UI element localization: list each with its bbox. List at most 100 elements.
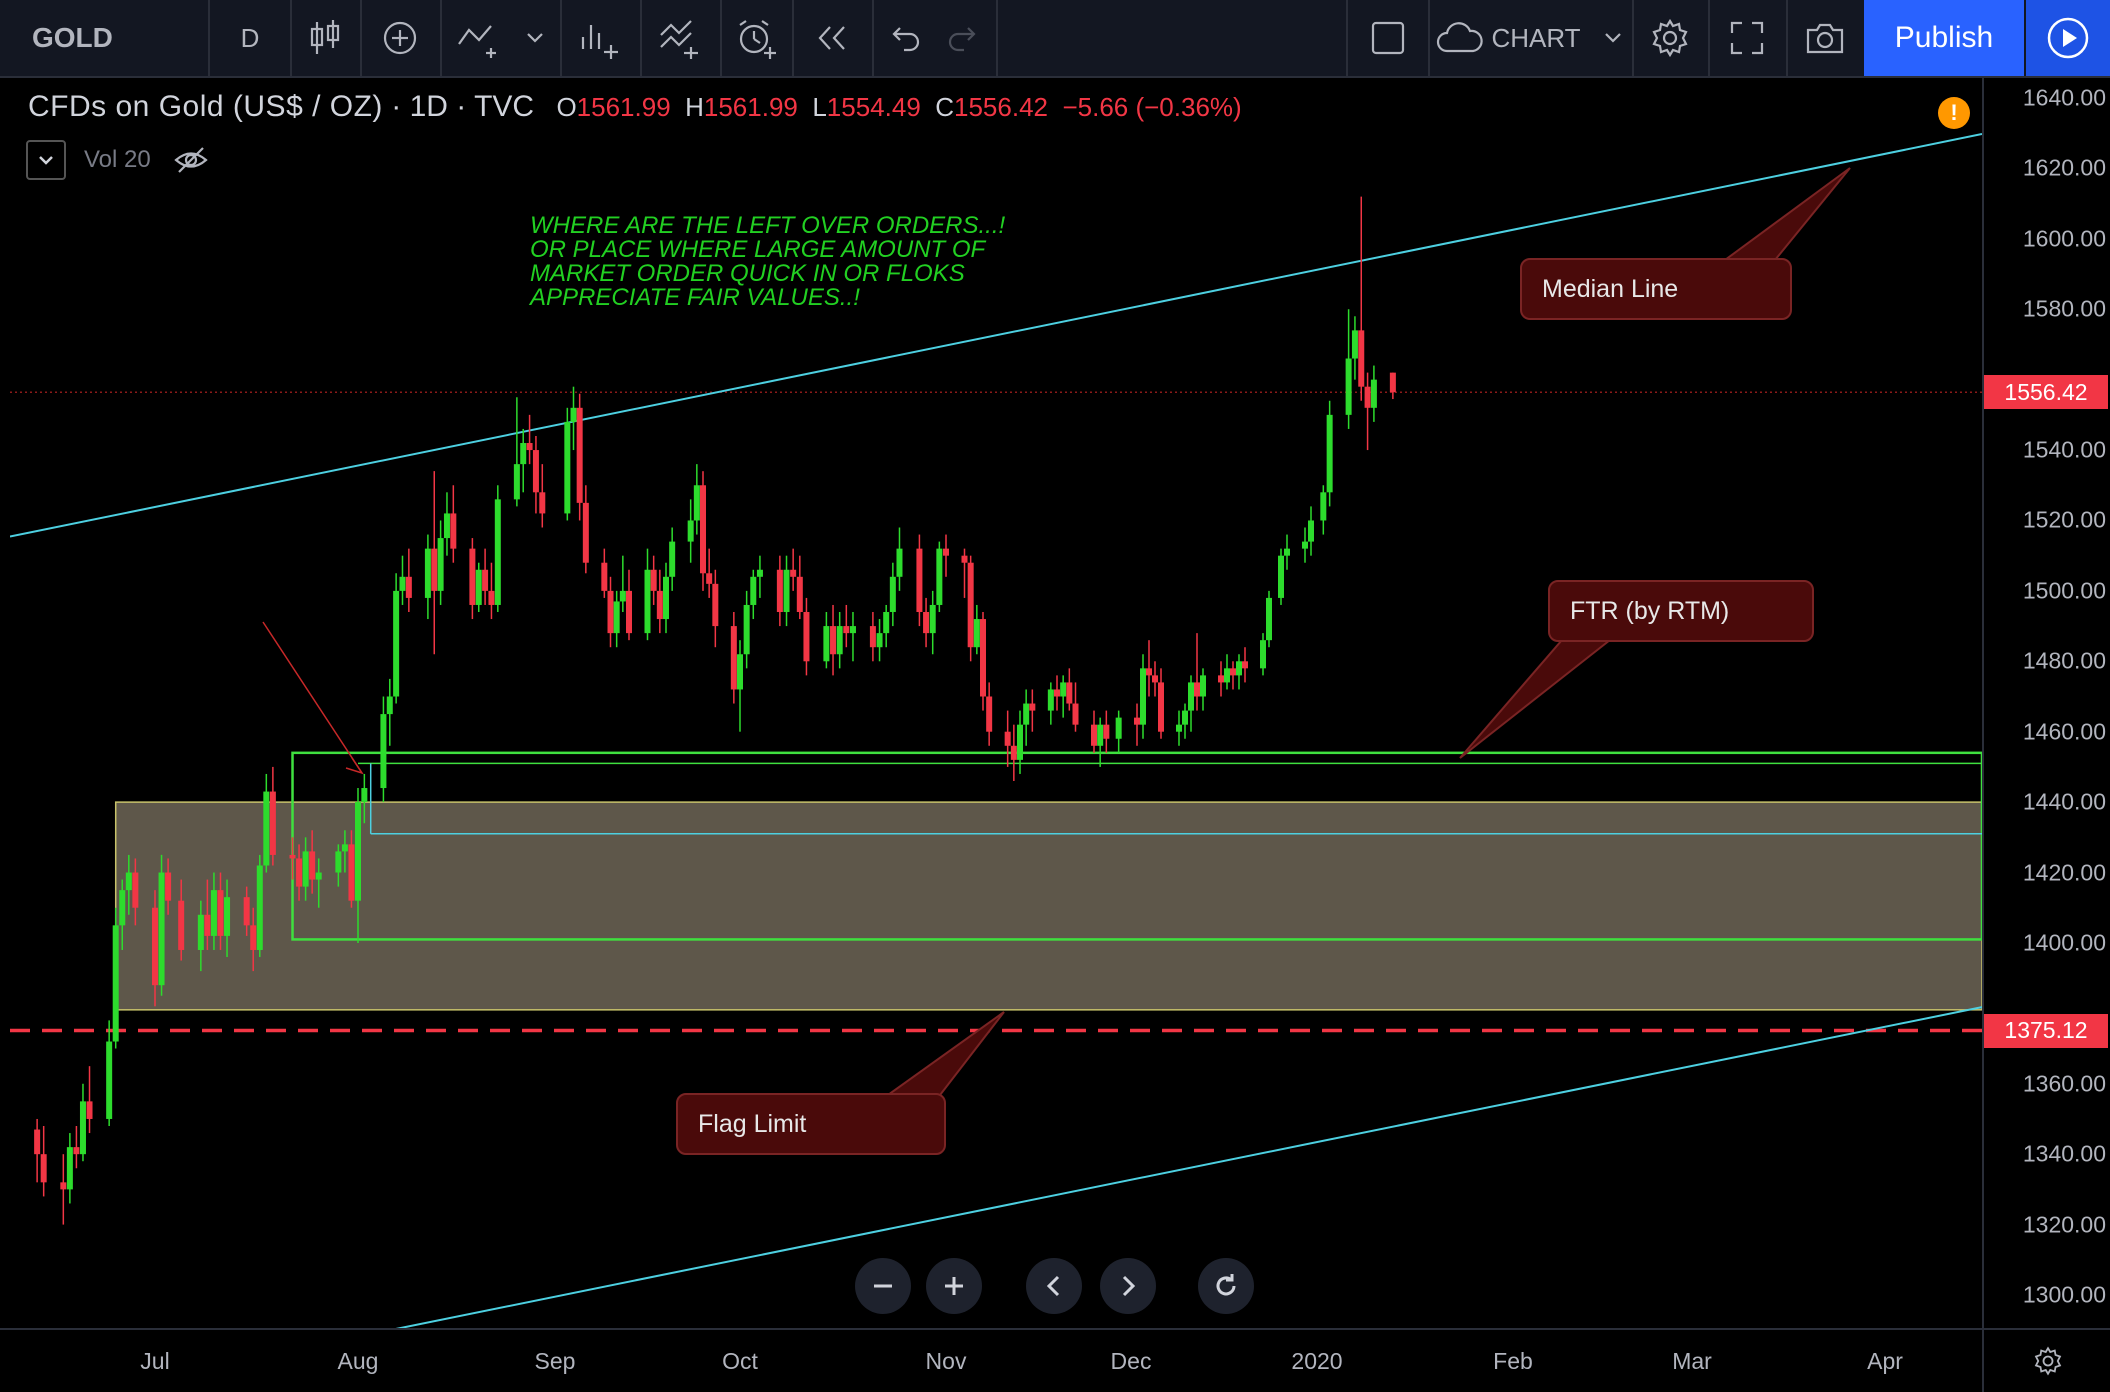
candle-body bbox=[576, 407, 583, 503]
snapshot-button[interactable] bbox=[1786, 0, 1866, 76]
zoom-in-button[interactable] bbox=[926, 1258, 982, 1314]
price-axis[interactable]: 1640.00 1620.00 1600.00 1580.00 1540.00 1520.… bbox=[1982, 78, 2110, 1328]
bar-chart-plus-icon bbox=[581, 25, 618, 59]
candle-body bbox=[570, 407, 577, 422]
candle-body bbox=[443, 513, 450, 539]
plus-icon bbox=[945, 1277, 963, 1295]
price-tick-label: 1520.00 bbox=[2022, 506, 2106, 533]
collapse-legend-button[interactable] bbox=[26, 140, 66, 180]
interval-label: D bbox=[240, 22, 260, 53]
symbol-title[interactable]: CFDs on Gold (US$ / OZ) bbox=[28, 90, 383, 123]
time-tick-label: 2020 bbox=[1291, 1348, 1343, 1374]
eye-hidden-icon[interactable] bbox=[173, 145, 209, 175]
callout-ftr[interactable]: FTR (by RTM) bbox=[1548, 580, 1814, 642]
candle-body bbox=[973, 619, 980, 648]
price-tick-label: 1620.00 bbox=[2022, 154, 2106, 181]
indicators-button[interactable] bbox=[440, 0, 562, 76]
time-tick-label: Aug bbox=[337, 1348, 379, 1374]
gear-icon bbox=[2034, 1346, 2062, 1376]
candle-body bbox=[986, 696, 993, 732]
price-chart[interactable] bbox=[10, 78, 1982, 1328]
candle-body bbox=[613, 601, 620, 634]
undo-icon[interactable] bbox=[890, 24, 922, 52]
time-axis[interactable]: Jul Aug Sep Oct Nov Dec 2020 Feb Mar Apr bbox=[0, 1328, 1982, 1392]
scroll-right-button[interactable] bbox=[1100, 1258, 1156, 1314]
candle-body bbox=[582, 502, 589, 563]
financials-button[interactable] bbox=[560, 0, 642, 76]
arrow-line bbox=[262, 621, 363, 774]
candle-body bbox=[341, 844, 348, 852]
reset-chart-button[interactable] bbox=[1198, 1258, 1254, 1314]
callout-text: Flag Limit bbox=[698, 1109, 807, 1138]
undo-redo-group bbox=[872, 0, 998, 76]
time-tick-label: Nov bbox=[925, 1348, 967, 1374]
candle-body bbox=[1370, 379, 1377, 408]
candle-body bbox=[1097, 724, 1104, 746]
time-tick-label: Jul bbox=[140, 1348, 170, 1374]
interval-button[interactable]: D bbox=[210, 0, 292, 76]
candle-body bbox=[1266, 597, 1272, 641]
candle-body bbox=[1115, 717, 1122, 739]
price-tick-label: 1300.00 bbox=[2022, 1281, 2106, 1308]
candle-body bbox=[1182, 710, 1188, 725]
publish-label: Publish bbox=[1894, 21, 1994, 54]
close-value: 1556.42 bbox=[954, 92, 1048, 122]
candle-body bbox=[961, 555, 968, 563]
candle-body bbox=[539, 492, 546, 514]
candle-body bbox=[431, 548, 438, 591]
time-tick-label: Dec bbox=[1110, 1348, 1152, 1374]
candle-body bbox=[513, 464, 520, 500]
candle-body bbox=[66, 1147, 73, 1190]
text-annotation[interactable]: WHERE ARE THE LEFT OVER ORDERS...! OR PL… bbox=[530, 214, 1090, 310]
warning-icon[interactable]: ! bbox=[1938, 97, 1970, 129]
candle-body bbox=[943, 548, 949, 556]
close-key: C bbox=[935, 92, 955, 122]
save-chart-button[interactable]: CHART bbox=[1426, 0, 1634, 76]
cloud-icon bbox=[1437, 22, 1484, 53]
price-tick-label: 1440.00 bbox=[2022, 788, 2106, 815]
candle-body bbox=[743, 604, 750, 655]
publish-button[interactable]: Publish bbox=[1864, 0, 2024, 76]
replay-play-button[interactable] bbox=[2026, 0, 2110, 76]
price-tick-label: 1580.00 bbox=[2022, 295, 2106, 322]
replay-button[interactable] bbox=[792, 0, 874, 76]
candle-body bbox=[1242, 661, 1248, 669]
candle-body bbox=[256, 865, 263, 950]
callout-median-line[interactable]: Median Line bbox=[1520, 258, 1792, 320]
candle-body bbox=[224, 897, 231, 936]
candle-body bbox=[669, 541, 676, 577]
candle-type-button[interactable] bbox=[290, 0, 362, 76]
candle-body bbox=[1152, 675, 1158, 683]
candle-body bbox=[204, 914, 211, 936]
symbol-search-button[interactable]: GOLD bbox=[0, 0, 210, 76]
candle-body bbox=[1140, 668, 1146, 725]
callout-flag-limit[interactable]: Flag Limit bbox=[676, 1093, 946, 1155]
candle-body bbox=[60, 1182, 67, 1190]
compare-button[interactable] bbox=[360, 0, 442, 76]
settings-button[interactable] bbox=[1632, 0, 1710, 76]
layout-button[interactable] bbox=[1346, 0, 1430, 76]
fullscreen-button[interactable] bbox=[1708, 0, 1788, 76]
candle-body bbox=[165, 872, 172, 901]
chart-templates-icon bbox=[660, 20, 698, 59]
candle-body bbox=[532, 450, 539, 493]
chevron-down-icon bbox=[1604, 33, 1621, 43]
fullscreen-icon bbox=[1730, 21, 1764, 55]
candle-body bbox=[112, 925, 119, 1042]
candlestick-icon bbox=[310, 20, 340, 54]
axis-settings-button[interactable] bbox=[1982, 1328, 2110, 1392]
candle-body bbox=[730, 626, 737, 690]
rewind-icon bbox=[818, 26, 845, 50]
current-price-tag: 1556.42 bbox=[1984, 375, 2108, 410]
scroll-left-button[interactable] bbox=[1026, 1258, 1082, 1314]
alert-button[interactable] bbox=[720, 0, 794, 76]
callout-pointer bbox=[1459, 639, 1613, 759]
candle-body bbox=[1010, 745, 1017, 760]
candle-body bbox=[656, 590, 663, 620]
templates-button[interactable] bbox=[640, 0, 722, 76]
redo-icon[interactable] bbox=[946, 24, 978, 52]
candle-body bbox=[302, 851, 309, 887]
zoom-out-button[interactable] bbox=[855, 1258, 911, 1314]
candle-body bbox=[125, 872, 132, 891]
arrow-head bbox=[345, 757, 364, 775]
